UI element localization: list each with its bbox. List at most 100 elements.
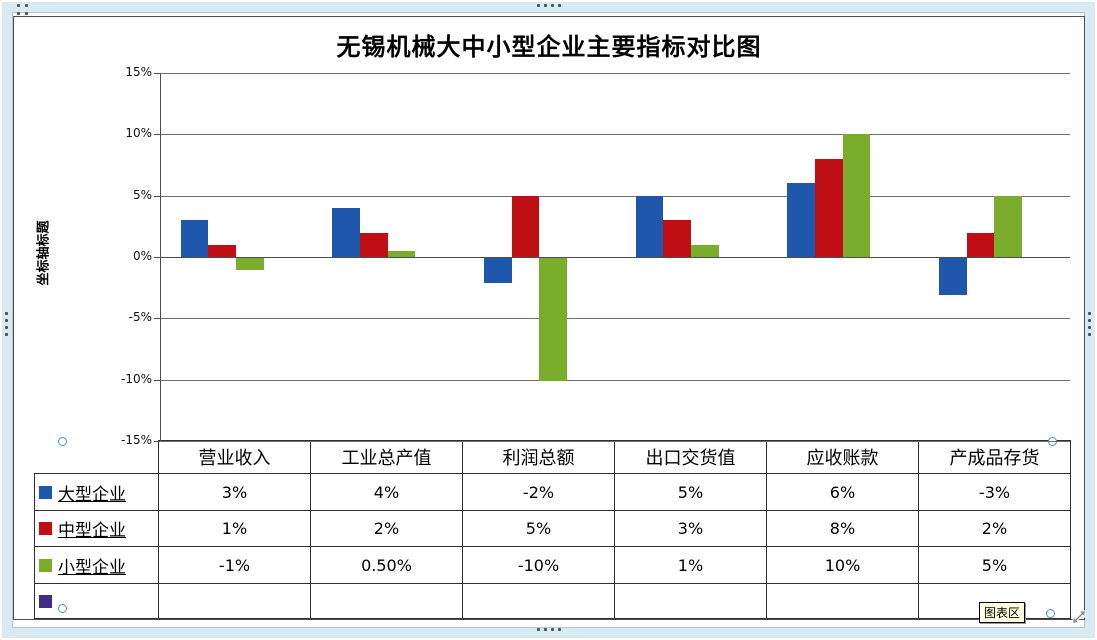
y-axis-tick-label[interactable]: 5% — [132, 188, 152, 202]
y-axis-tick-label[interactable]: 15% — [125, 65, 152, 79]
table-value-cell — [310, 583, 463, 619]
table-value-cell: 3% — [158, 473, 311, 511]
frame-corner-grip-top-left[interactable] — [17, 4, 31, 15]
y-axis-tick-label[interactable]: 10% — [125, 126, 152, 140]
legend-swatch-icon — [39, 485, 52, 499]
axis-tickmark — [154, 318, 160, 319]
bar-小型企业-工业总产值[interactable] — [387, 250, 416, 257]
grip-dot — [25, 4, 28, 7]
grip-dot — [1088, 326, 1091, 329]
bar-小型企业-利润总额[interactable] — [539, 258, 567, 381]
category-header: 产成品存货 — [918, 440, 1071, 474]
chart-data-table[interactable]: 营业收入 工业总产值 利润总额 出口交货值 应收账款 产成品存货 大型企业 3% 4% -2% 5%… — [34, 440, 1071, 619]
bar-大型企业-工业总产值[interactable] — [332, 207, 360, 257]
bar-中型企业-工业总产值[interactable] — [360, 232, 388, 257]
bar-中型企业-产成品存货[interactable] — [966, 232, 995, 257]
table-value-cell: 1% — [614, 546, 767, 584]
axis-tickmark — [154, 134, 160, 135]
table-value-cell — [462, 583, 615, 619]
grip-dot — [25, 12, 28, 15]
table-value-cell: 1% — [158, 510, 311, 547]
grip-dot — [537, 628, 540, 631]
grip-dot — [558, 4, 561, 7]
category-header: 工业总产值 — [310, 440, 463, 474]
table-value-cell: 5% — [614, 473, 767, 511]
table-row: 小型企业 -1% 0.50% -10% 1% 10% 5% — [34, 546, 1071, 584]
chart-title[interactable]: 无锡机械大中小型企业主要指标对比图 — [336, 35, 762, 61]
axis-tickmark — [154, 441, 160, 442]
table-value-cell: 6% — [766, 473, 919, 511]
table-value-cell: 5% — [918, 546, 1071, 584]
bar-小型企业-产成品存货[interactable] — [994, 195, 1022, 257]
bar-中型企业-应收账款[interactable] — [815, 158, 843, 257]
gridline — [160, 196, 1070, 197]
y-axis-tick-label[interactable]: -5% — [128, 310, 152, 324]
series-name: 小型企业 — [58, 557, 126, 577]
grip-dot — [5, 319, 8, 322]
selection-handle-bottom-left[interactable] — [58, 604, 67, 613]
y-axis-tick-label[interactable]: 0% — [132, 249, 152, 263]
legend-cell[interactable] — [34, 583, 159, 619]
grip-dot — [1088, 312, 1091, 315]
legend-swatch-icon — [39, 558, 52, 572]
selection-handle-bottom-right[interactable] — [1046, 609, 1055, 618]
bar-中型企业-营业收入[interactable] — [208, 244, 236, 257]
legend-swatch-icon — [39, 594, 52, 608]
bar-大型企业-出口交货值[interactable] — [635, 195, 664, 257]
grip-dot — [17, 12, 20, 15]
bar-小型企业-应收账款[interactable] — [842, 134, 871, 257]
y-axis-line[interactable] — [160, 73, 161, 441]
table-value-cell: 10% — [766, 546, 919, 584]
grip-dot — [544, 4, 547, 7]
bar-大型企业-利润总额[interactable] — [483, 258, 512, 283]
grip-dot — [537, 4, 540, 7]
legend-swatch-icon — [39, 522, 52, 535]
bar-中型企业-出口交货值[interactable] — [663, 220, 691, 257]
bar-大型企业-产成品存货[interactable] — [938, 258, 967, 295]
category-header: 出口交货值 — [614, 440, 767, 474]
table-value-cell: -2% — [462, 473, 615, 511]
table-row — [34, 583, 1071, 619]
table-value-cell: -10% — [462, 546, 615, 584]
table-value-cell — [766, 583, 919, 619]
grip-dot — [558, 628, 561, 631]
legend-cell[interactable]: 中型企业 — [34, 510, 159, 547]
category-header: 营业收入 — [158, 440, 311, 474]
zero-gridline — [160, 257, 1070, 258]
gridline — [160, 134, 1070, 135]
frame-grip-bottom-center[interactable] — [537, 628, 561, 631]
table-row: 中型企业 1% 2% 5% 3% 8% 2% — [34, 510, 1071, 547]
table-value-cell: 5% — [462, 510, 615, 547]
table-value-cell: 8% — [766, 510, 919, 547]
series-name: 中型企业 — [58, 521, 126, 540]
frame-grip-left-middle[interactable] — [5, 312, 8, 336]
gridline — [160, 318, 1070, 319]
grip-dot — [5, 312, 8, 315]
bar-小型企业-出口交货值[interactable] — [691, 244, 719, 257]
resize-cursor-icon — [1072, 610, 1086, 624]
bar-大型企业-应收账款[interactable] — [787, 183, 815, 257]
grip-dot — [17, 4, 20, 7]
y-axis-tick-label[interactable]: -10% — [120, 372, 152, 386]
grip-dot — [5, 333, 8, 336]
table-value-cell — [158, 583, 311, 619]
bar-小型企业-营业收入[interactable] — [236, 258, 264, 271]
frame-grip-right-middle[interactable] — [1088, 312, 1091, 336]
grip-dot — [544, 628, 547, 631]
frame-grip-top-center[interactable] — [537, 4, 561, 7]
legend-cell[interactable]: 大型企业 — [34, 473, 159, 511]
table-value-cell: 3% — [614, 510, 767, 547]
table-row: 大型企业 3% 4% -2% 5% 6% -3% — [34, 473, 1071, 511]
chart-area[interactable]: 无锡机械大中小型企业主要指标对比图 坐标轴标题 营业收入 工业总产值 利润总额 出口交… — [13, 16, 1085, 623]
bar-大型企业-营业收入[interactable] — [180, 220, 209, 257]
grip-dot — [551, 628, 554, 631]
series-name: 大型企业 — [58, 484, 126, 504]
bar-中型企业-利润总额[interactable] — [511, 195, 540, 257]
y-axis-title[interactable]: 坐标轴标题 — [35, 220, 51, 286]
category-header: 应收账款 — [766, 440, 919, 474]
selection-handle-top-left[interactable] — [58, 437, 67, 446]
y-axis-tick-label[interactable]: -15% — [120, 433, 152, 447]
legend-cell[interactable]: 小型企业 — [34, 546, 159, 584]
grip-dot — [1088, 333, 1091, 336]
table-value-cell: 0.50% — [310, 546, 463, 584]
